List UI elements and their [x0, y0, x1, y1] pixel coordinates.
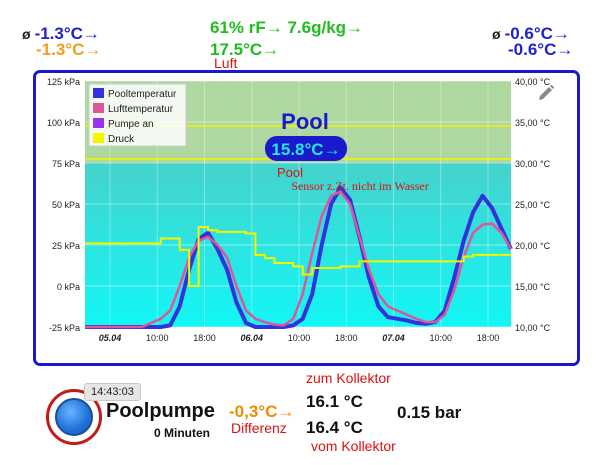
temperature-difference: -0,3°C→: [229, 402, 295, 421]
x-axis-tick-label: 05.04: [99, 333, 122, 343]
left-axis-tick-label: 75 kPa: [52, 159, 80, 169]
left-axis-tick-label: 125 kPa: [47, 77, 80, 87]
x-axis-tick-label: 18:00: [193, 333, 216, 343]
left-axis-tick-label: 0 kPa: [57, 282, 80, 292]
left-axis-tick-label: -25 kPa: [49, 323, 80, 333]
sensor-warning: Sensor z.Zt. nicht im Wasser: [291, 179, 428, 193]
right-axis-tick-label: 25,00 °C: [515, 200, 551, 210]
x-axis-tick-label: 18:00: [335, 333, 358, 343]
chart-legend: [88, 83, 187, 147]
right-axis-tick-label: 20,00 °C: [515, 241, 551, 251]
right-temp-value1: -0.6°C→: [504, 24, 570, 43]
legend-item-label: Pooltemperatur: [108, 89, 177, 100]
right-axis-tick-label: 35,00 °C: [515, 118, 551, 128]
pump-duration: 0 Minuten: [154, 426, 210, 440]
legend-item-label: Druck: [108, 134, 135, 145]
pump-name: Poolpumpe: [106, 400, 215, 422]
pool-temp-value: 15.8°C→: [271, 140, 340, 159]
right-axis-tick-label: 40,00 °C: [515, 77, 551, 87]
right-axis-tick-label: 30,00 °C: [515, 159, 551, 169]
pump-status-indicator-icon: [55, 398, 93, 436]
pressure-readout: 0.15 bar: [397, 403, 462, 422]
x-axis-tick-label: 06.04: [240, 333, 263, 343]
from-collector-label: vom Kollektor: [311, 438, 396, 454]
left-axis-tick-label: 25 kPa: [52, 241, 80, 251]
x-axis-tick-label: 10:00: [146, 333, 169, 343]
legend-swatch: [93, 118, 104, 128]
legend-item-label: Lufttemperatur: [108, 104, 174, 115]
pencil-icon[interactable]: [537, 84, 555, 102]
right-temp-line1: ø -0.6°C→: [492, 24, 570, 44]
right-temp-line2: -0.6°C→: [508, 40, 574, 59]
x-axis-tick-label: 18:00: [477, 333, 500, 343]
pump-timestamp: 14:43:03: [84, 383, 141, 401]
difference-label: Differenz: [231, 420, 287, 436]
to-collector-temp: 16.1 °C: [306, 392, 363, 411]
legend-swatch: [93, 88, 104, 98]
series-druck-line: [85, 225, 511, 287]
air-label: Luft: [214, 55, 238, 71]
left-temp-value1: -1.3°C→: [34, 24, 100, 43]
pool-title: Pool: [281, 109, 329, 134]
air-temp-readout: 17.5°C→: [210, 40, 280, 59]
series-pooltemperatur-line: [85, 185, 513, 329]
average-symbol-right: ø: [492, 26, 501, 42]
series-lufttemperatur-line: [85, 190, 513, 329]
left-axis-tick-label: 50 kPa: [52, 200, 80, 210]
legend-item-label: Pumpe an: [108, 119, 154, 130]
x-axis-tick-label: 10:00: [288, 333, 311, 343]
right-axis-tick-label: 10,00 °C: [515, 323, 551, 333]
x-axis-tick-label: 07.04: [382, 333, 405, 343]
chart-band-water: [85, 163, 511, 327]
left-axis-tick-label: 100 kPa: [47, 118, 80, 128]
air-humidity-readout: 61% rF→ 7.6g/kg→: [210, 18, 364, 37]
average-symbol: ø: [22, 26, 31, 42]
left-temp-line2: -1.3°C→: [36, 40, 102, 59]
to-collector-label: zum Kollektor: [306, 370, 391, 386]
legend-swatch: [93, 103, 104, 113]
right-axis-tick-label: 15,00 °C: [515, 282, 551, 292]
left-temp-line1: ø -1.3°C→: [22, 24, 100, 44]
legend-swatch: [93, 133, 104, 143]
x-axis-tick-label: 10:00: [429, 333, 452, 343]
pool-temp-badge: [265, 136, 347, 161]
pool-sublabel: Pool: [277, 165, 303, 180]
from-collector-temp: 16.4 °C: [306, 418, 363, 437]
